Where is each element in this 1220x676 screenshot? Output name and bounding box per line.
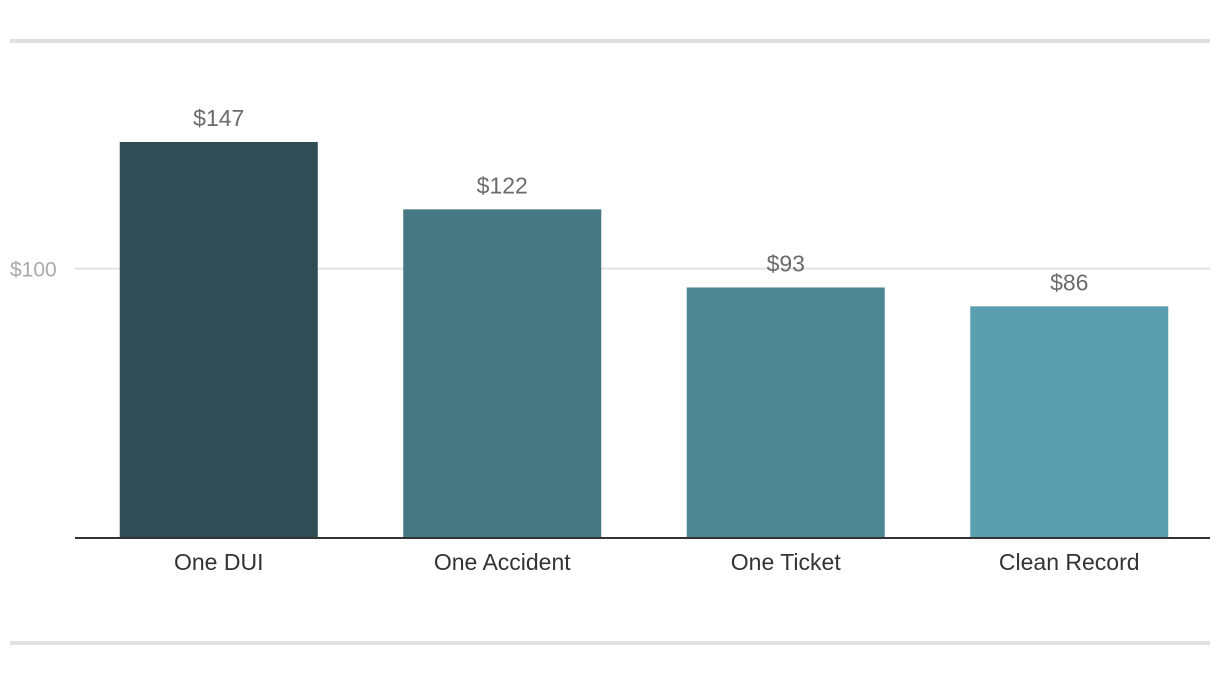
bottom-divider xyxy=(10,641,1210,645)
data-label: $86 xyxy=(1050,269,1088,295)
bar xyxy=(686,287,885,538)
top-divider xyxy=(10,39,1210,43)
data-label: $147 xyxy=(193,105,244,131)
label-layer: $100 $147 One DUI $122 One Accident $93 One Ti… xyxy=(10,105,1140,575)
y-tick-label: $100 xyxy=(10,259,57,282)
data-label: $122 xyxy=(477,172,528,198)
bar xyxy=(119,142,318,538)
bar xyxy=(403,209,602,539)
x-tick-label: One DUI xyxy=(174,549,263,575)
bar-layer xyxy=(119,142,1169,539)
bar xyxy=(970,306,1169,538)
x-tick-label: Clean Record xyxy=(999,549,1140,575)
x-tick-label: One Accident xyxy=(434,549,571,575)
data-label: $93 xyxy=(767,250,805,276)
x-tick-label: One Ticket xyxy=(731,549,842,575)
